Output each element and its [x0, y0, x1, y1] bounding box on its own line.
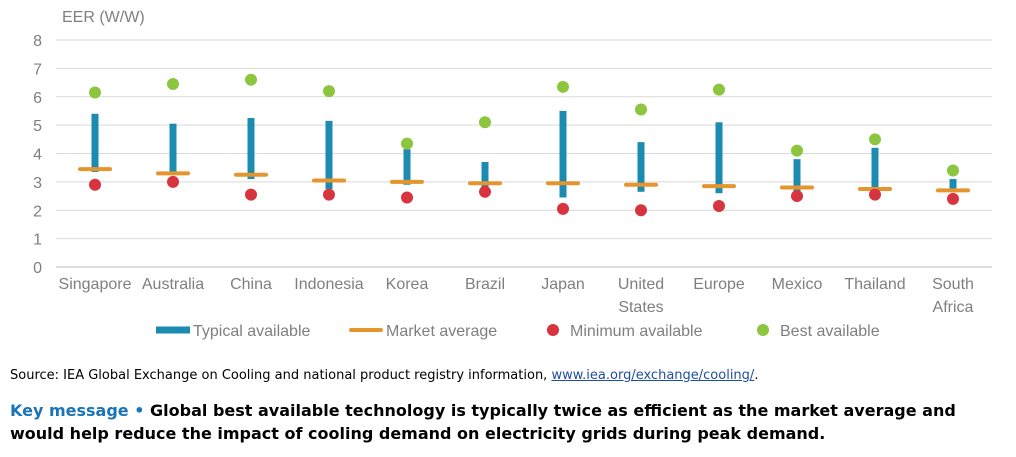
market-average-dash — [780, 185, 814, 190]
key-message-label: Key message — [10, 401, 129, 420]
best-available-dot — [869, 133, 881, 146]
x-category-label: Thailand — [844, 276, 905, 293]
key-message-bullet: • — [134, 401, 145, 420]
legend-swatch-best-available — [757, 324, 769, 336]
best-available-dot — [791, 144, 803, 157]
typical-available-bar — [949, 179, 957, 189]
legend-label: Typical available — [193, 323, 311, 340]
market-average-dash — [234, 172, 268, 177]
y-tick-label: 2 — [33, 203, 42, 220]
legend-swatch-typical-available — [156, 326, 190, 334]
typical-available-bar — [871, 147, 879, 191]
market-average-dash — [624, 182, 658, 187]
y-tick-label: 8 — [33, 33, 42, 50]
x-category-label: Australia — [142, 276, 204, 293]
minimum-available-dot — [245, 188, 257, 201]
best-available-dot — [479, 116, 491, 129]
legend-label: Best available — [780, 323, 880, 340]
typical-available-bar — [637, 142, 645, 192]
x-category-label: Europe — [693, 276, 745, 293]
typical-available-bar — [481, 162, 489, 189]
minimum-available-dot — [89, 178, 101, 191]
legend-swatch-minimum-available — [547, 324, 559, 336]
best-available-dot — [89, 86, 101, 99]
typical-available-bar — [325, 120, 333, 189]
typical-available-bar — [715, 122, 723, 194]
market-average-dash — [78, 167, 112, 172]
minimum-available-dot — [713, 199, 725, 212]
key-message: Key message • Global best available tech… — [10, 399, 1010, 445]
source-end: . — [754, 368, 759, 383]
legend-swatch-market-average — [349, 328, 383, 332]
minimum-available-dot — [635, 204, 647, 217]
source-note: Source: IEA Global Exchange on Cooling a… — [10, 368, 758, 383]
y-tick-label: 7 — [33, 61, 42, 78]
minimum-available-dot — [791, 190, 803, 203]
y-tick-label: 0 — [33, 260, 42, 277]
minimum-available-dot — [947, 192, 959, 205]
x-category-label: States — [618, 299, 663, 316]
y-tick-label: 3 — [33, 175, 42, 192]
x-axis: Singapore Australia China Indonesia Korea Bra… — [59, 276, 974, 316]
market-average-dash — [156, 171, 190, 176]
legend-label: Market average — [386, 323, 497, 340]
x-category-label: Brazil — [465, 276, 505, 293]
typical-available-bar — [793, 159, 801, 192]
market-average-dash — [546, 181, 580, 186]
source-text: Source: IEA Global Exchange on Cooling a… — [10, 368, 552, 383]
x-category-label: Mexico — [772, 276, 823, 293]
x-category-label: Africa — [933, 299, 974, 316]
best-available-dot — [557, 80, 569, 93]
legend: Typical available Market average Minimum a… — [156, 323, 880, 340]
market-average-dash — [468, 181, 502, 186]
y-tick-label: 4 — [33, 147, 42, 164]
y-axis-title: EER (W/W) — [62, 9, 145, 26]
minimum-available-dot — [869, 188, 881, 201]
best-available-dot — [245, 73, 257, 86]
market-average-dash — [312, 178, 346, 183]
best-available-dot — [167, 77, 179, 90]
legend-label: Minimum available — [570, 323, 703, 340]
x-category-label: Japan — [541, 276, 585, 293]
y-tick-label: 5 — [33, 118, 42, 135]
market-average-dash — [936, 188, 970, 193]
source-link[interactable]: www.iea.org/exchange/cooling/ — [551, 368, 755, 383]
minimum-available-dot — [479, 185, 491, 198]
typical-available-bar — [559, 110, 567, 198]
minimum-available-dot — [167, 175, 179, 188]
best-available-dot — [947, 164, 959, 177]
eer-chart: 0 1 2 3 4 5 6 7 8 EER (W/W) Singapore Australia Ch… — [33, 9, 992, 340]
typical-available-bar — [91, 113, 99, 172]
x-category-label: Singapore — [59, 276, 132, 293]
best-available-dot — [323, 85, 335, 98]
y-tick-label: 1 — [33, 232, 42, 249]
x-category-label: China — [230, 276, 272, 293]
market-average-dash — [702, 184, 736, 189]
y-axis: 0 1 2 3 4 5 6 7 8 — [33, 33, 42, 277]
best-available-dot — [635, 103, 647, 116]
x-category-label: United — [618, 276, 664, 293]
x-category-label: Korea — [386, 276, 429, 293]
x-category-label: South — [932, 276, 974, 293]
minimum-available-dot — [323, 188, 335, 201]
key-message-text: Global best available technology is typi… — [10, 401, 956, 443]
market-average-dash — [390, 179, 424, 184]
minimum-available-dot — [557, 202, 569, 215]
minimum-available-dot — [401, 191, 413, 204]
typical-available-bar — [169, 123, 177, 174]
best-available-dot — [713, 83, 725, 96]
gridlines — [56, 39, 992, 268]
typical-available-bar — [247, 118, 255, 180]
best-available-dot — [401, 137, 413, 150]
y-tick-label: 6 — [33, 90, 42, 107]
x-category-label: Indonesia — [294, 276, 363, 293]
plot-marks — [78, 73, 970, 217]
typical-available-bar — [403, 149, 411, 185]
